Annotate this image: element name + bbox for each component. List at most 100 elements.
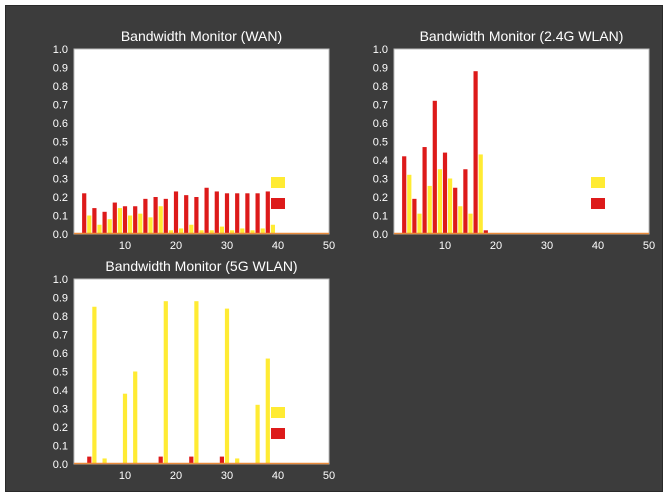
tx-bar: [128, 215, 133, 234]
chart-title: Bandwidth Monitor (5G WLAN): [105, 258, 297, 274]
tx-bar: [260, 228, 265, 234]
y-tick-label: 0.6: [53, 118, 68, 130]
y-tick-label: 0.1: [53, 211, 68, 223]
y-tick-label: 0.7: [53, 100, 68, 112]
rx-bar: [214, 191, 219, 234]
x-tick-label: 20: [170, 470, 182, 482]
y-tick-label: 0.4: [53, 385, 68, 397]
y-tick-label: 0.5: [373, 137, 388, 149]
tx-bar: [97, 224, 102, 234]
y-tick-label: 0.9: [53, 293, 68, 305]
y-tick-label: 0.1: [373, 211, 388, 223]
rx-bar: [432, 100, 437, 234]
y-tick-label: 0.5: [53, 367, 68, 379]
rx-bar: [82, 193, 87, 234]
rx-bar: [422, 147, 427, 234]
tx-bar: [437, 169, 442, 234]
rx-bar: [184, 195, 189, 234]
y-tick-label: 0.1: [53, 441, 68, 453]
tx-bar: [133, 371, 138, 464]
rx-bar: [92, 208, 97, 234]
tx-bar: [122, 393, 128, 464]
y-tick-label: 0.6: [53, 348, 68, 360]
y-tick-label: 0.7: [373, 100, 388, 112]
tx-bar: [87, 215, 92, 234]
rx-bar: [153, 197, 158, 234]
x-tick-label: 10: [119, 240, 131, 252]
tx-bar: [240, 228, 245, 234]
tx-bar: [219, 226, 224, 234]
legend-swatch-rx: [591, 198, 605, 209]
legend-label-rx: Rx: [610, 197, 625, 211]
x-tick-label: 50: [323, 470, 335, 482]
y-tick-label: 0.2: [53, 422, 68, 434]
rx-bar: [265, 191, 270, 234]
rx-bar: [255, 193, 260, 234]
y-tick-label: 0.0: [53, 229, 68, 241]
y-tick-label: 0.2: [53, 192, 68, 204]
x-tick-label: 30: [541, 240, 553, 252]
y-tick-label: 0.6: [373, 118, 388, 130]
tx-bar: [158, 206, 163, 234]
tx-bar: [255, 404, 260, 464]
rx-bar: [87, 456, 92, 464]
chart-title: Bandwidth Monitor (WAN): [121, 28, 282, 44]
legend-label-rx: Rx: [290, 427, 305, 441]
rx-bar: [483, 230, 488, 234]
legend-swatch-rx: [271, 198, 285, 209]
x-tick-label: 40: [272, 470, 284, 482]
x-tick-label: 30: [221, 470, 233, 482]
legend-label-tx: Tx: [290, 176, 303, 190]
tx-bar: [209, 230, 214, 234]
tx-bar: [138, 213, 143, 234]
legend-swatch-rx: [271, 428, 285, 439]
tx-bar: [189, 224, 194, 234]
y-tick-label: 0.8: [53, 311, 68, 323]
tx-bar: [270, 224, 275, 234]
y-tick-label: 0.3: [53, 174, 68, 186]
y-tick-label: 0.0: [53, 459, 68, 471]
tx-bar: [117, 208, 122, 234]
x-tick-label: 40: [592, 240, 604, 252]
rx-bar: [224, 193, 230, 234]
x-tick-label: 20: [170, 240, 182, 252]
rx-bar: [194, 197, 199, 234]
rx-bar: [473, 71, 478, 234]
tx-bar: [148, 217, 153, 234]
y-tick-label: 0.4: [53, 155, 68, 167]
tx-bar: [417, 213, 422, 234]
y-tick-label: 1.0: [53, 44, 68, 56]
rx-bar: [158, 456, 163, 464]
rx-bar: [133, 206, 138, 234]
chart-wan: Bandwidth Monitor (WAN) 0.0 0.1 0.2 0.3 0.4 0.…: [53, 28, 335, 252]
legend-label-tx: Tx: [290, 406, 303, 420]
tx-bar: [407, 174, 412, 234]
y-tick-label: 0.8: [373, 81, 388, 93]
y-tick-label: 0.3: [373, 174, 388, 186]
chart-5g-wlan: Bandwidth Monitor (5G WLAN) 0.0 0.1 0.2 0.3 0…: [53, 258, 335, 482]
y-tick-label: 0.2: [373, 192, 388, 204]
legend-swatch-tx: [271, 407, 285, 418]
legend-swatch-tx: [271, 177, 285, 188]
bandwidth-monitor-panel: Bandwidth Monitor (WAN) 0.0 0.1 0.2 0.3 0.4 0.…: [5, 5, 663, 492]
rx-bar: [189, 456, 194, 464]
y-tick-label: 1.0: [53, 274, 68, 286]
x-tick-label: 50: [323, 240, 335, 252]
rx-bar: [245, 193, 250, 234]
rx-bar: [402, 156, 407, 234]
rx-bar: [235, 193, 240, 234]
rx-bar: [442, 152, 448, 234]
rx-bar: [204, 187, 209, 234]
y-tick-label: 0.7: [53, 330, 68, 342]
y-tick-label: 0.8: [53, 81, 68, 93]
tx-bar: [250, 230, 255, 234]
plot-area: [73, 278, 330, 465]
y-tick-label: 0.0: [373, 229, 388, 241]
tx-bar: [199, 230, 204, 234]
rx-bar: [122, 206, 128, 234]
tx-bar: [458, 206, 463, 234]
y-tick-label: 1.0: [373, 44, 388, 56]
tx-bar: [179, 228, 184, 234]
legend-label-tx: Tx: [610, 176, 623, 190]
y-tick-label: 0.5: [53, 137, 68, 149]
